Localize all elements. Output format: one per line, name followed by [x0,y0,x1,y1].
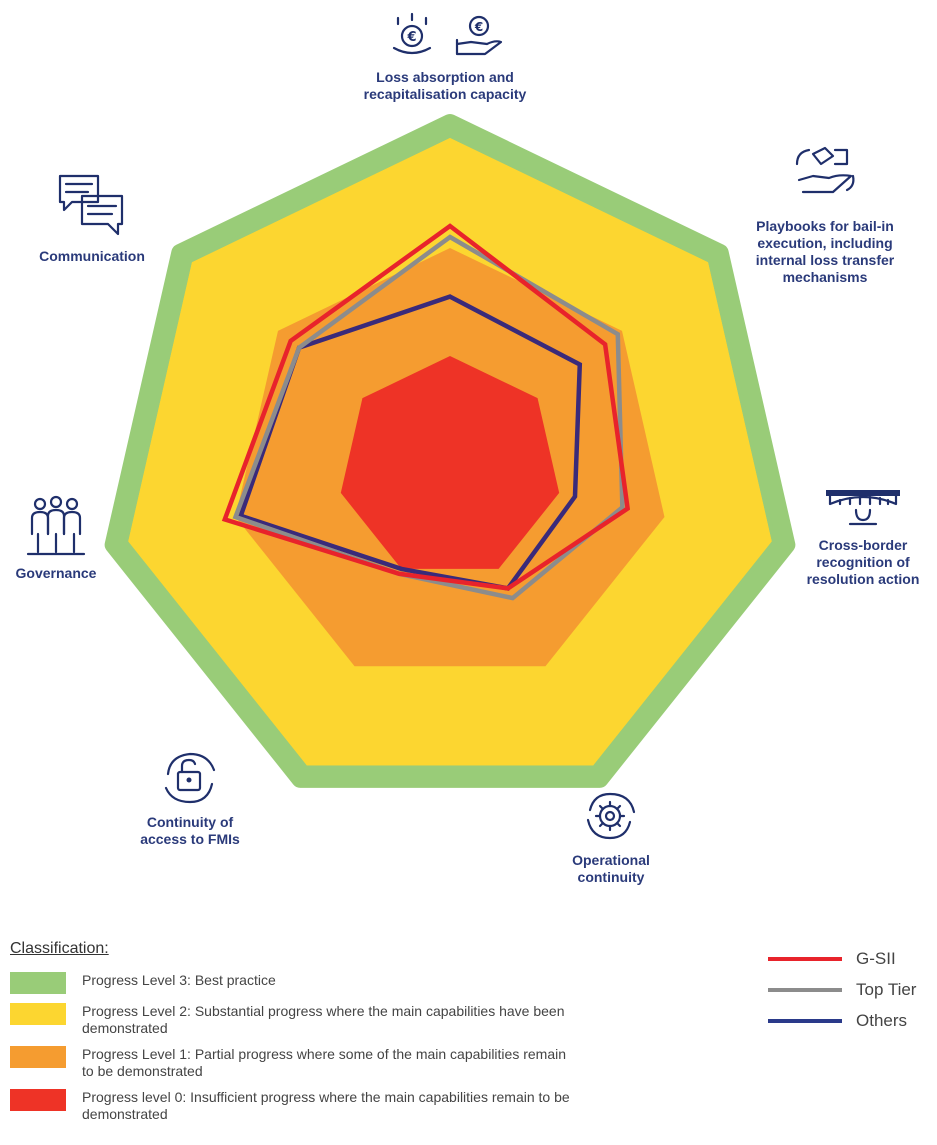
legend-item-others: Others [768,1005,933,1036]
legend-label-top-tier: Top Tier [856,979,917,999]
series-g-sii [221,223,631,591]
axis-label-cross-border-recognition-of-resolution-a: Cross-border recognition of resolution act… [807,537,920,587]
legend-swatch-level-3 [10,972,66,994]
axis-icons: € € [26,12,900,840]
legend-swatch-level-1 [10,1046,66,1068]
legend-line-others [768,1018,842,1023]
svg-text:€: € [474,20,483,34]
speech-bubbles-icon [58,174,124,236]
legend-item-level-0: Progress level 0: Insufficient progress … [10,1089,610,1123]
legend-item-level-3: Progress Level 3: Best practice [10,972,610,994]
legend-swatch-level-2 [10,1003,66,1025]
axis-label-operational-continuity: Operational continuity [572,852,650,885]
axis-labels: Loss absorption and recapitalisation capa… [16,69,920,885]
legend-title: Classification: [10,940,109,957]
progress-bands [104,114,796,788]
axis-label-loss-absorption-and-recapitalisation-cap: Loss absorption and recapitalisation capa… [364,69,527,102]
svg-text:€: € [406,30,416,45]
legend-swatch-level-0 [10,1089,66,1111]
euro-hand-icon: € [455,15,503,56]
people-icon [26,495,86,556]
series-legend: G-SII Top Tier Others [768,943,933,1036]
band-level-0 [340,356,560,569]
legend-item-level-2: Progress Level 2: Substantial progress w… [10,1003,610,1037]
legend-label-level-1: Progress Level 1: Partial progress where… [82,1046,567,1079]
gear-cycle-icon [586,792,636,840]
classification-legend: Classification: Progress Level 3: Best p… [10,940,610,1132]
legend-label-level-3: Progress Level 3: Best practice [82,972,276,988]
legend-label-others: Others [856,1010,908,1030]
axis-label-governance: Governance [16,565,97,581]
lock-cycle-icon [164,752,216,804]
playbook-hand-icon [795,146,855,194]
legend-item-top-tier: Top Tier [768,974,933,1005]
axis-label-playbooks-for-bail-in-execution-includin: Playbooks for bail-in execution, includin… [756,218,895,285]
radar-chart: Loss absorption and recapitalisation capa… [16,12,920,885]
series-top-tier [232,234,625,601]
coin-hand-icon: € [392,12,432,55]
legend-item-level-1: Progress Level 1: Partial progress where… [10,1046,610,1080]
legend-label-gsii: G-SII [856,948,896,968]
axis-label-continuity-of-access-to-fmis: Continuity of access to FMIs [140,814,240,847]
legend-line-gsii [768,956,842,961]
legend-line-top-tier [768,987,842,992]
legend-item-gsii: G-SII [768,943,933,974]
series-lines [221,223,631,601]
bridge-icon [826,490,900,526]
legend-label-level-0: Progress level 0: Insufficient progress … [82,1089,570,1122]
axis-label-communication: Communication [39,248,145,264]
legend-label-level-2: Progress Level 2: Substantial progress w… [82,1003,565,1036]
